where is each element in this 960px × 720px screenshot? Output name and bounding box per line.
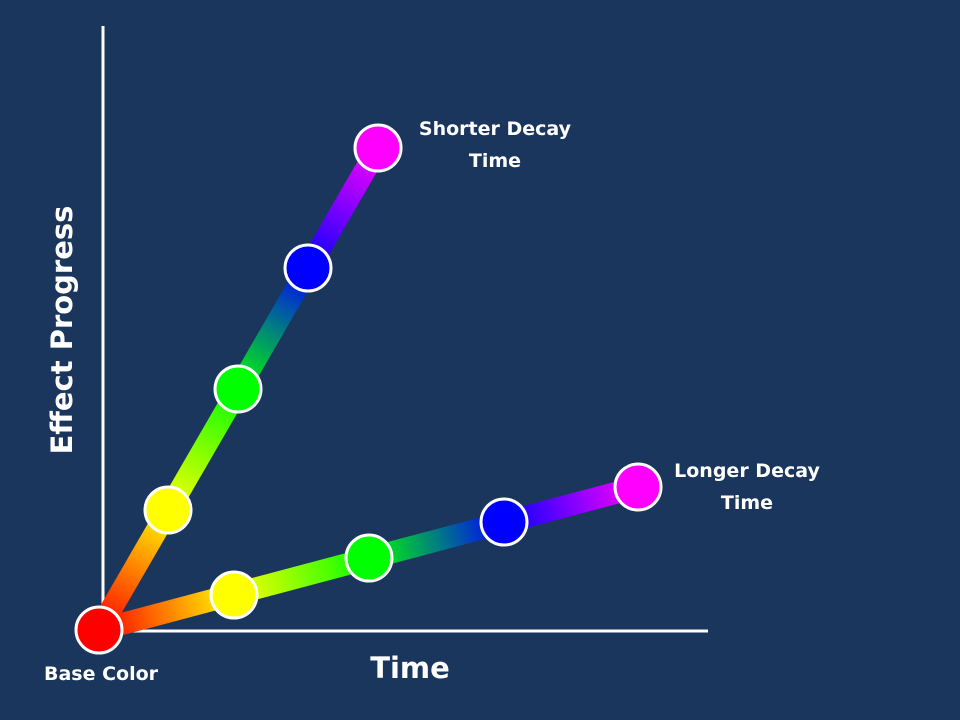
longer-decay-label-line2: Time xyxy=(720,492,774,514)
longer-node-blue xyxy=(479,497,529,547)
shorter-decay-label: Shorter Decay Time xyxy=(400,113,590,177)
longer-decay-label-line1: Longer Decay xyxy=(674,460,820,482)
shorter-node-green xyxy=(213,364,263,414)
shorter-node-yellow xyxy=(143,485,193,535)
shorter-decay-label-line2: Time xyxy=(468,150,522,172)
longer-decay-label: Longer Decay Time xyxy=(652,455,842,519)
x-axis-label: Time xyxy=(370,651,450,685)
longer-node-green xyxy=(344,533,394,583)
base-color-node xyxy=(74,605,124,655)
longer-node-yellow xyxy=(209,570,259,620)
y-axis-label: Effect Progress xyxy=(45,205,79,455)
shorter-node-blue xyxy=(283,243,333,293)
shorter-decay-label-line1: Shorter Decay xyxy=(418,118,572,140)
shorter-node-magenta xyxy=(353,123,403,173)
longer-node-magenta xyxy=(613,462,663,512)
base-color-label: Base Color xyxy=(43,663,159,685)
